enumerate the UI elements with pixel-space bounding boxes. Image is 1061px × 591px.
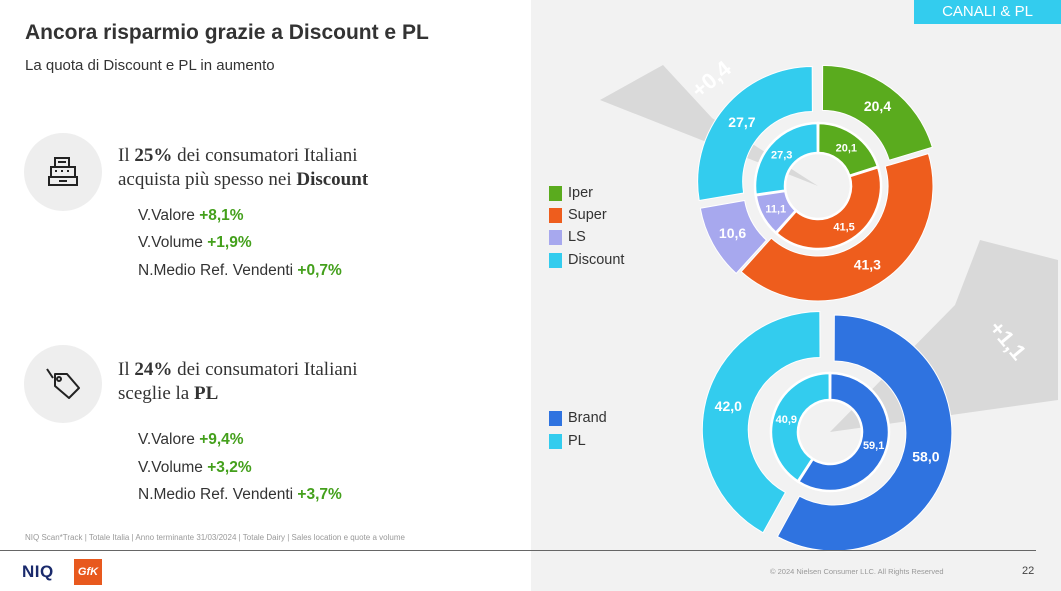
legend-swatch bbox=[549, 253, 562, 268]
outer-slice-brand bbox=[776, 314, 953, 552]
outer-label-super: 41,3 bbox=[854, 256, 881, 272]
discount-metric-volume: V.Volume +1,9% bbox=[138, 234, 252, 251]
inner-label-pl: 40,9 bbox=[776, 414, 797, 426]
gfk-logo: GfK bbox=[74, 559, 102, 585]
outer-label-ls: 10,6 bbox=[719, 225, 746, 241]
legend-swatch bbox=[549, 208, 562, 223]
page-title: Ancora risparmio grazie a Discount e PL bbox=[25, 21, 429, 44]
inner-label-super: 41,5 bbox=[833, 221, 854, 233]
outer-label-discount: 27,7 bbox=[728, 114, 755, 130]
inner-label-ls: 11,1 bbox=[765, 204, 786, 216]
pl-statement: Il 24% dei consumatori Italiani sceglie … bbox=[118, 359, 358, 404]
outer-slice-iper bbox=[821, 64, 933, 161]
pl-icon-circle bbox=[24, 345, 102, 423]
source-note: NIQ Scan*Track | Totale Italia | Anno te… bbox=[25, 533, 405, 542]
outer-label-brand: 58,0 bbox=[912, 449, 939, 465]
pl-metric-volume: V.Volume +3,2% bbox=[138, 459, 252, 476]
inner-slice-brand bbox=[796, 371, 891, 493]
pl-metric-referenze: N.Medio Ref. Vendenti +3,7% bbox=[138, 486, 342, 503]
discount-icon-circle bbox=[24, 133, 102, 211]
page-subtitle: La quota di Discount e PL in aumento bbox=[25, 57, 275, 74]
legend-swatch bbox=[549, 411, 562, 426]
legend-swatch bbox=[549, 230, 562, 245]
discount-statement: Il 25% dei consumatori Italiani acquista… bbox=[118, 145, 369, 190]
price-tag-icon bbox=[46, 368, 80, 399]
section-tag: CANALI & PL bbox=[914, 0, 1061, 24]
inner-label-iper: 20,1 bbox=[836, 142, 857, 154]
page-number: 22 bbox=[1022, 565, 1035, 577]
outer-slice-ls bbox=[699, 199, 768, 275]
outer-label-pl: 42,0 bbox=[715, 398, 742, 414]
discount-metric-referenze: N.Medio Ref. Vendenti +0,7% bbox=[138, 262, 342, 279]
inner-slice-super bbox=[774, 165, 883, 251]
inner-slice-pl bbox=[769, 371, 832, 484]
outer-slice-discount bbox=[697, 65, 813, 202]
footer-divider bbox=[0, 550, 1036, 551]
cash-register-icon bbox=[48, 157, 78, 186]
inner-slice-discount bbox=[753, 121, 820, 197]
outer-slice-pl bbox=[701, 311, 821, 534]
legend-swatch bbox=[549, 434, 562, 449]
niq-logo: NIQ bbox=[22, 562, 54, 581]
discount-metric-valore: V.Valore +8,1% bbox=[138, 207, 244, 224]
outer-slice-super bbox=[740, 153, 934, 302]
inner-label-discount: 27,3 bbox=[771, 150, 792, 162]
callout-label: +0,4 bbox=[687, 55, 737, 103]
copyright-text: © 2024 Nielsen Consumer LLC. All Rights … bbox=[770, 567, 944, 576]
pl-metric-valore: V.Valore +9,4% bbox=[138, 431, 244, 448]
outer-label-iper: 20,4 bbox=[864, 98, 891, 114]
legend-swatch bbox=[549, 186, 562, 201]
inner-label-brand: 59,1 bbox=[863, 440, 884, 452]
